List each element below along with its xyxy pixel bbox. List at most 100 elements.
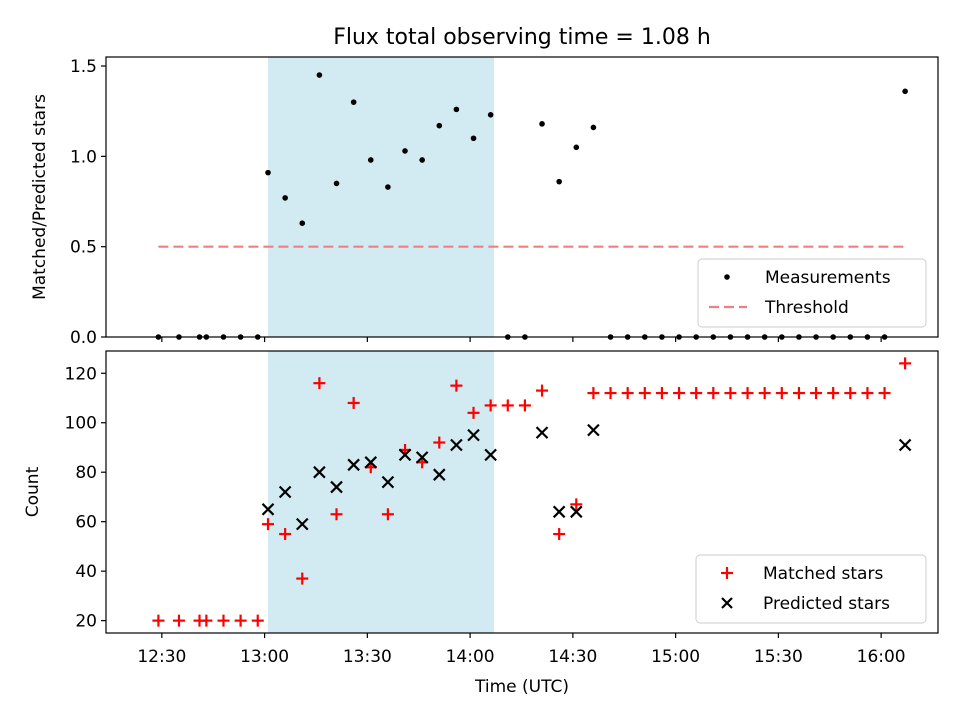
matched-star-point [690,387,703,400]
bottom-shaded-interval [268,351,495,633]
measurement-point [282,195,288,201]
matched-star-point [878,387,891,400]
matched-star-point [518,399,531,412]
predicted-star-point [898,438,912,452]
legend-matched-marker [721,567,733,579]
matched-star-point [792,387,805,400]
measurement-point [556,178,562,185]
matched-star-point [553,528,566,541]
top-axes-frame [105,56,939,338]
top-marks [155,72,908,340]
matched-star-point [313,377,326,390]
measurement-point [436,122,443,129]
legend-measurements-label: Measurements [765,268,891,288]
x-tick-label: 13:30 [343,647,392,667]
top-panel: 0.0 0.5 1.0 1.5 Matched/Predicted stars Mea… [30,56,939,348]
x-tick-label: 15:00 [651,647,700,667]
matched-star-point [467,406,480,419]
predicted-star-point [415,451,429,464]
legend-threshold-label: Threshold [764,298,849,318]
bottom-axes-frame [105,350,939,634]
measurement-point [419,157,425,163]
matched-star-point [673,387,686,400]
measurement-point [573,144,580,151]
measurement-point [299,220,306,226]
matched-star-point [251,614,264,627]
matched-star-point [347,396,360,409]
matched-star-point [775,387,788,400]
measurement-point [350,99,357,105]
predicted-star-point [313,465,326,479]
predicted-star-point [398,448,412,462]
matched-star-point [707,387,720,400]
predicted-star-point [364,456,378,469]
y-tick-label: 100 [65,414,97,434]
measurement-point [902,88,908,95]
matched-star-point [655,387,668,400]
x-axis-label: Time (UTC) [474,677,569,697]
figure-title: Flux total observing time = 1.08 h [333,25,711,50]
measurement-point [539,121,545,127]
y-tick-label: 20 [75,612,97,632]
matched-star-point [450,379,463,392]
bottom-legend: Matched stars Predicted stars [695,554,927,624]
bottom-x-ticks: 12:30 13:00 13:30 14:00 14:30 15:00 15:30 16:00 [137,633,906,667]
matched-star-point [741,387,754,400]
x-tick-label: 14:00 [446,647,495,667]
matched-star-point [296,572,309,585]
matched-star-point [570,498,583,511]
matched-star-point [536,384,549,397]
measurement-point [402,148,408,154]
matched-star-point [621,387,634,400]
matched-star-point [501,399,514,412]
predicted-star-point [535,426,549,439]
predicted-star-point [570,505,583,519]
bottom-marks [152,357,912,627]
legend-predicted-marker [721,597,733,609]
matched-star-point [262,518,275,531]
measurement-point [367,157,374,163]
predicted-star-point [347,458,360,472]
matched-star-point [433,436,446,449]
measurement-point [453,106,460,113]
top-y-axis-label: Matched/Predicted stars [30,94,50,300]
y-tick-label: 1.5 [70,57,97,77]
y-tick-label: 0.5 [70,238,97,258]
y-tick-label: 40 [75,562,97,582]
measurement-point [470,135,477,142]
top-legend-box [697,258,927,328]
y-tick-label: 120 [65,364,97,384]
matched-star-point [810,387,823,400]
matched-star-point [381,508,394,521]
matched-star-point [152,614,165,627]
legend-measurements-marker [724,274,730,280]
x-tick-label: 14:30 [548,647,597,667]
x-tick-label: 13:00 [240,647,289,667]
legend-matched-label: Matched stars [763,564,883,584]
measurement-point [590,124,597,131]
predicted-star-point [261,503,275,516]
predicted-star-point [552,505,566,519]
bottom-y-axis-label: Count [23,466,43,517]
predicted-star-point [433,468,446,481]
matched-star-point [758,387,771,400]
matched-star-point [172,614,185,627]
bottom-y-ticks: 20 40 60 80 100 120 [65,364,106,632]
measurement-point [316,72,323,78]
measurement-point [487,112,494,118]
top-y-ticks: 0.0 0.5 1.0 1.5 [70,57,106,348]
matched-star-point [200,614,213,627]
matched-star-point [844,387,857,400]
matched-star-point [724,387,737,400]
top-x-ticks [161,337,882,342]
x-tick-label: 12:30 [137,647,186,667]
top-shaded-interval [268,57,495,337]
matched-star-point [484,399,497,412]
predicted-star-point [295,517,309,531]
x-tick-label: 16:00 [857,647,906,667]
matched-star-point [899,357,912,370]
measurement-point [265,169,271,176]
matched-star-point [638,387,651,400]
y-tick-label: 1.0 [70,147,97,167]
